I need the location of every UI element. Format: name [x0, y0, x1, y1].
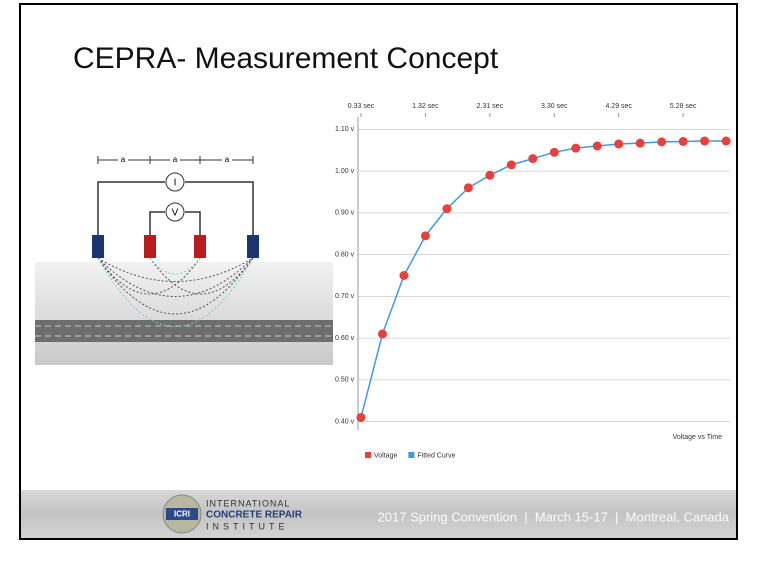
y-tick-label: 1.00 v	[335, 168, 355, 175]
data-point	[571, 143, 581, 153]
data-point	[463, 183, 473, 193]
y-tick-label: 0.60 v	[335, 335, 355, 342]
rebar	[35, 320, 333, 342]
concrete	[35, 262, 333, 365]
voltmeter	[165, 202, 185, 222]
spacing-label: a	[173, 155, 178, 164]
chart-subtitle: Voltage vs Time	[673, 434, 723, 441]
slide-border	[19, 3, 738, 540]
y-tick-label: 0.50 v	[335, 377, 355, 384]
data-point	[678, 136, 688, 146]
data-point	[420, 231, 430, 241]
data-point	[377, 329, 387, 339]
data-point	[528, 154, 538, 164]
wires	[97, 181, 254, 235]
data-point	[442, 204, 452, 214]
org-line: CONCRETE REPAIR	[206, 510, 303, 521]
y-tick-label: 0.70 v	[335, 293, 355, 300]
org-line: INTERNATIONAL	[206, 498, 290, 508]
chart-area	[333, 95, 735, 467]
data-point	[506, 160, 516, 170]
org-line: INSTITUTE	[206, 521, 289, 531]
logo-text: ICRI	[174, 510, 190, 519]
outer-electrode	[247, 235, 259, 258]
legend-swatch	[408, 452, 415, 458]
data-point	[592, 141, 602, 151]
spacing-label: a	[121, 155, 126, 164]
data-point	[549, 147, 559, 157]
data-point	[700, 136, 710, 146]
x-tick-label: 3.30 sec	[541, 103, 568, 110]
footer-band	[21, 490, 736, 538]
outer-electrode	[92, 235, 104, 258]
y-tick-label: 0.40 v	[335, 418, 355, 425]
event-text: 2017 Spring Convention | March 15-17 | M…	[378, 509, 730, 524]
data-point	[399, 271, 409, 280]
voltage-label: V	[172, 208, 179, 219]
y-tick-label: 0.90 v	[335, 210, 355, 217]
legend-label: Fitted Curve	[417, 452, 455, 459]
y-tick-label: 0.80 v	[335, 251, 355, 258]
slide-title: CEPRA- Measurement Concept	[73, 42, 499, 75]
x-tick-label: 2.31 sec	[477, 103, 504, 110]
y-tick-label: 1.10 v	[335, 126, 355, 133]
chart: Voltage vs Time 0.40 v 0.50 v 0.60 v 0.70 v…	[333, 95, 735, 467]
x-tick-label: 0.33 sec	[348, 103, 375, 110]
data-point	[614, 139, 624, 149]
legend-label: Voltage	[374, 452, 397, 459]
spacing-label: a	[225, 155, 230, 164]
legend-swatch	[365, 452, 371, 458]
electrode-diagram: I V a a a	[35, 154, 333, 365]
x-tick-label: 4.29 sec	[605, 103, 632, 110]
x-tick-label: 1.32 sec	[412, 103, 439, 110]
inner-electrode	[144, 235, 156, 258]
x-tick-label: 5.28 sec	[670, 103, 697, 110]
data-point	[721, 136, 731, 146]
ammeter	[165, 172, 185, 192]
data-point	[356, 412, 366, 422]
footer: ICRI INTERNATIONAL CONCRETE REPAIR INSTI…	[21, 490, 736, 538]
inner-electrode	[194, 235, 206, 258]
current-label: I	[174, 178, 177, 189]
data-point	[635, 138, 645, 148]
data-point	[485, 170, 495, 180]
current-paths	[97, 257, 254, 327]
data-point	[657, 137, 667, 147]
